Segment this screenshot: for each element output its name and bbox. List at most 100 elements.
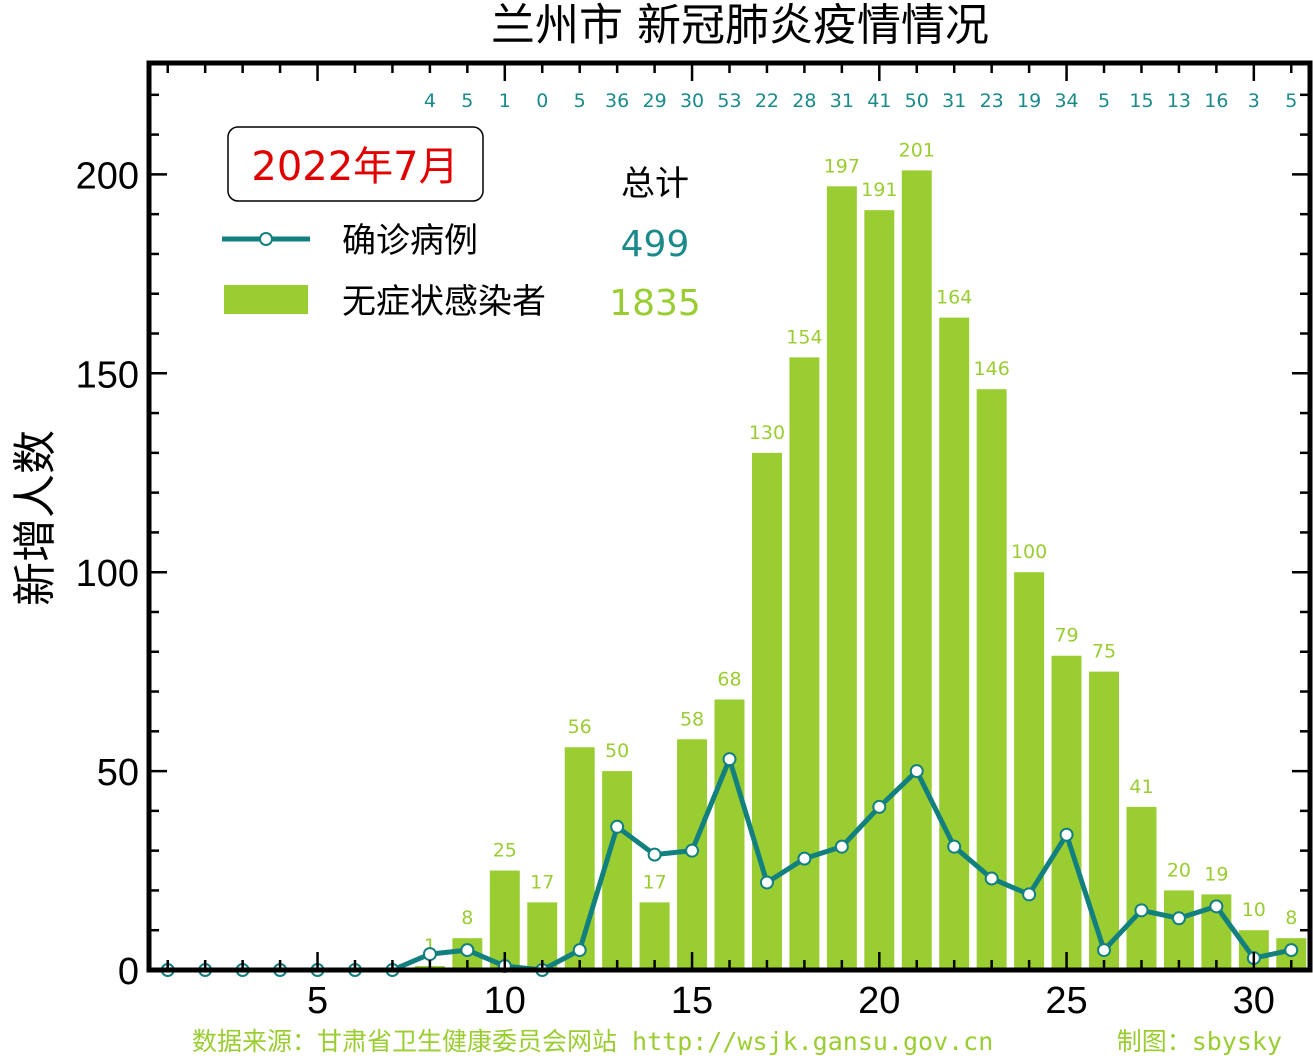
confirmed-point-day-22	[947, 839, 962, 854]
confirmed-point-day-29	[1209, 899, 1224, 914]
bar-day-27	[1126, 806, 1157, 970]
bar-label-day-17: 130	[749, 422, 785, 444]
bar-day-18	[789, 357, 820, 970]
y-tick-label-200: 200	[76, 155, 139, 197]
bar-day-25	[1051, 655, 1082, 970]
x-tick-label-30: 30	[1233, 980, 1275, 1022]
confirmed-point-day-15	[685, 843, 700, 858]
confirmed-point-day-12	[572, 943, 587, 958]
confirmed-point-day-19	[834, 839, 849, 854]
legend-confirmed-label: 确诊病例	[342, 221, 478, 261]
chart-title: 兰州市 新冠肺炎疫情情况	[491, 0, 989, 51]
total-header: 总计	[621, 164, 689, 204]
bar-day-14	[639, 902, 670, 970]
top-label-day-21: 50	[905, 90, 929, 112]
top-label-day-23: 23	[980, 90, 1004, 112]
top-label-day-10: 1	[499, 90, 511, 112]
top-label-day-30: 3	[1248, 90, 1260, 112]
y-tick-label-150: 150	[76, 354, 139, 396]
bar-label-day-24: 100	[1011, 541, 1047, 563]
legend-bar-swatch	[224, 285, 308, 314]
month-box	[227, 126, 484, 202]
top-label-day-31: 5	[1285, 90, 1297, 112]
total-asymptomatic: 1835	[609, 283, 701, 324]
confirmed-point-day-26	[1097, 943, 1112, 958]
month-label: 2022年7月	[251, 144, 458, 190]
confirmed-point-day-16	[722, 752, 737, 767]
top-label-day-25: 34	[1054, 90, 1078, 112]
bar-label-day-13: 50	[605, 740, 629, 762]
bar-label-day-23: 146	[974, 358, 1010, 380]
bar-label-day-11: 17	[530, 871, 554, 893]
confirmed-point-day-28	[1171, 911, 1186, 926]
confirmed-point-day-21	[909, 764, 924, 779]
bar-label-day-28: 20	[1167, 859, 1191, 881]
x-tick-label-20: 20	[858, 980, 900, 1022]
bar-label-day-30: 10	[1242, 899, 1266, 921]
confirmed-point-day-14	[647, 847, 662, 862]
confirmed-point-day-25	[1059, 827, 1074, 842]
x-tick-label-15: 15	[671, 980, 713, 1022]
bar-label-day-20: 191	[861, 179, 897, 201]
y-tick-label-100: 100	[76, 553, 139, 595]
top-label-day-22: 31	[942, 90, 966, 112]
confirmed-point-day-13	[610, 819, 625, 834]
bar-day-11	[527, 902, 558, 970]
bar-day-16	[714, 699, 745, 970]
top-label-day-15: 30	[680, 90, 704, 112]
bar-label-day-26: 75	[1092, 641, 1116, 663]
top-label-day-11: 0	[536, 90, 548, 112]
top-label-day-12: 5	[574, 90, 586, 112]
bar-label-day-10: 25	[493, 840, 517, 862]
total-confirmed: 499	[621, 224, 690, 265]
confirmed-point-day-8	[422, 947, 437, 962]
legend: 2022年7月 总计 确诊病例 499 无症状感染者 1835	[222, 126, 701, 324]
bar-label-day-16: 68	[717, 668, 741, 690]
top-labels-layer: 4 5 1 0 5 36 29 30 53 22 28 31 41 50 31 23 19 34 5 15 13 16 3 5	[424, 90, 1297, 112]
bar-day-12	[564, 747, 595, 970]
confirmed-point-day-27	[1134, 903, 1149, 918]
bars-layer	[414, 170, 1307, 970]
top-label-day-29: 16	[1204, 90, 1228, 112]
bar-label-day-27: 41	[1129, 776, 1153, 798]
bar-label-day-15: 58	[680, 708, 704, 730]
top-label-day-26: 5	[1098, 90, 1110, 112]
chart-credit: 制图：sbysky	[1117, 1027, 1282, 1056]
confirmed-point-day-20	[872, 799, 887, 814]
bar-label-day-21: 201	[899, 139, 935, 161]
y-tick-label-0: 0	[118, 951, 139, 993]
y-tick-label-50: 50	[97, 752, 139, 794]
top-label-day-27: 15	[1129, 90, 1153, 112]
confirmed-point-day-9	[460, 943, 475, 958]
bar-day-20	[864, 210, 895, 970]
tick-labels-layer: 5 10 15 20 25 30 0 50 100 150 200	[76, 155, 1275, 1022]
bar-label-day-18: 154	[786, 326, 822, 348]
top-label-day-8: 4	[424, 90, 436, 112]
bar-label-day-22: 164	[936, 287, 972, 309]
bar-label-day-14: 17	[643, 871, 667, 893]
top-label-day-24: 19	[1017, 90, 1041, 112]
confirmed-point-day-24	[1022, 887, 1037, 902]
top-label-day-18: 28	[792, 90, 816, 112]
top-label-day-9: 5	[461, 90, 473, 112]
legend-asymptomatic-label: 无症状感染者	[342, 282, 546, 322]
bar-day-24	[1014, 572, 1045, 970]
bar-label-day-19: 197	[824, 155, 860, 177]
y-axis-label: 新增人数	[10, 430, 61, 606]
top-label-day-19: 31	[830, 90, 854, 112]
legend-line-marker	[259, 232, 273, 246]
confirmed-point-day-31	[1284, 943, 1299, 958]
bar-label-day-31: 8	[1285, 907, 1297, 929]
bar-day-28	[1163, 890, 1194, 970]
top-label-day-28: 13	[1167, 90, 1191, 112]
x-tick-label-10: 10	[484, 980, 526, 1022]
top-label-day-20: 41	[867, 90, 891, 112]
bar-label-day-9: 8	[461, 907, 473, 929]
plot-frame	[146, 60, 1313, 973]
top-label-day-16: 53	[717, 90, 741, 112]
bar-day-17	[751, 452, 782, 970]
top-label-day-13: 36	[605, 90, 629, 112]
x-tick-label-25: 25	[1045, 980, 1087, 1022]
bar-day-22	[939, 317, 970, 970]
